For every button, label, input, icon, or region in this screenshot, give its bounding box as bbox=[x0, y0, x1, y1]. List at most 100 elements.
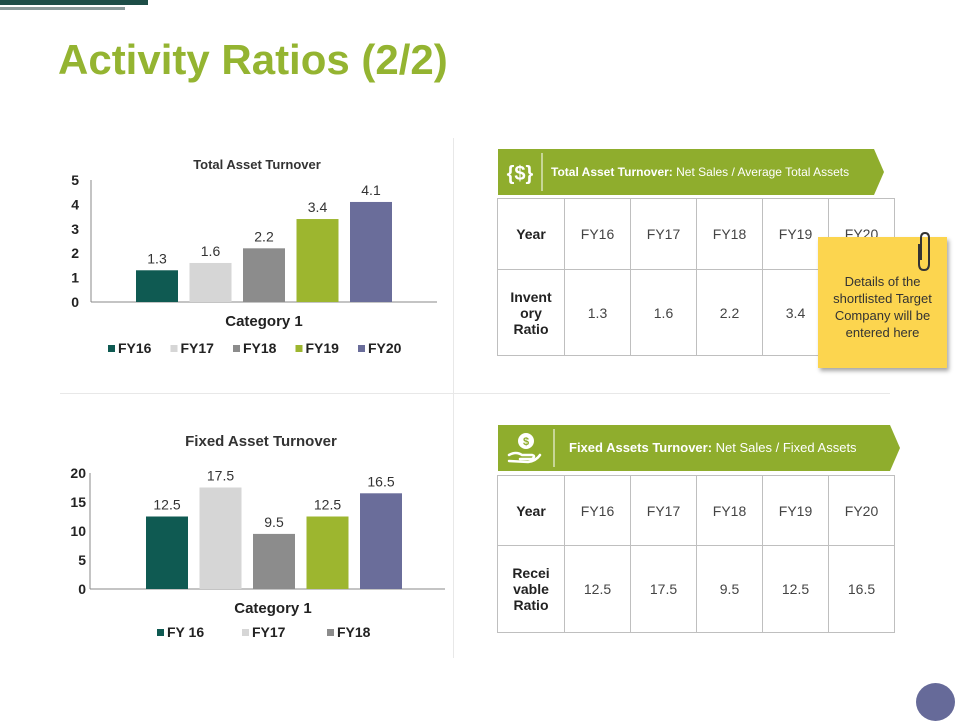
value-cell: 12.5 bbox=[762, 545, 829, 633]
y-tick-label: 3 bbox=[71, 221, 79, 237]
value-cell: 1.3 bbox=[564, 269, 631, 356]
bar bbox=[146, 516, 188, 589]
legend-label: FY18 bbox=[243, 340, 277, 356]
table-row: Invent ory Ratio 1.3 1.6 2.2 3.4 bbox=[497, 269, 895, 356]
legend-swatch bbox=[295, 345, 303, 352]
year-header: Year bbox=[497, 198, 565, 270]
row-label: Invent ory Ratio bbox=[497, 269, 565, 356]
fixed-asset-formula-banner: $ Fixed Assets Turnover: Net Sales / Fix… bbox=[498, 425, 900, 471]
legend-label: FY16 bbox=[118, 340, 152, 356]
y-tick-label: 5 bbox=[78, 552, 86, 568]
chart-title: Total Asset Turnover bbox=[193, 157, 321, 172]
legend-swatch bbox=[108, 345, 115, 352]
money-hand-icon: $ bbox=[507, 433, 542, 464]
year-cell: FY16 bbox=[564, 198, 631, 270]
year-cell: FY19 bbox=[762, 475, 829, 546]
y-tick-label: 0 bbox=[71, 294, 79, 310]
value-cell: 17.5 bbox=[630, 545, 697, 633]
divider-vertical bbox=[453, 138, 454, 658]
banner-heading: Fixed Assets Turnover: bbox=[569, 440, 713, 455]
legend-label: FY18 bbox=[337, 624, 371, 640]
bar-data-label: 17.5 bbox=[207, 468, 234, 484]
bar bbox=[189, 262, 232, 302]
y-tick-label: 1 bbox=[71, 270, 79, 286]
row-label-line: Ratio bbox=[513, 320, 549, 337]
bar-data-label: 3.4 bbox=[308, 199, 328, 215]
table-row: Recei vable Ratio 12.5 17.5 9.5 12.5 16.… bbox=[497, 545, 895, 633]
row-label-line: Ratio bbox=[513, 597, 549, 613]
year-cell: FY18 bbox=[696, 475, 763, 546]
year-cell: FY19 bbox=[762, 198, 829, 270]
year-cell: FY16 bbox=[564, 475, 631, 546]
year-cell: FY17 bbox=[630, 475, 697, 546]
year-header: Year bbox=[497, 475, 565, 546]
dollar-bracket-icon: {$} bbox=[507, 163, 534, 185]
year-cell: FY17 bbox=[630, 198, 697, 270]
y-tick-label: 2 bbox=[71, 245, 79, 261]
year-cell: FY18 bbox=[696, 198, 763, 270]
bar bbox=[199, 487, 242, 589]
value-cell: 12.5 bbox=[564, 545, 631, 633]
row-label: Recei vable Ratio bbox=[497, 545, 565, 633]
total-asset-turnover-chart: Total Asset Turnover 0 1 2 3 4 5 1.3 1.6 2.2 3.4… bbox=[71, 157, 437, 356]
nav-circle-button[interactable] bbox=[916, 683, 955, 721]
top-accent-bar bbox=[0, 0, 148, 5]
banner-text: Fixed Assets Turnover: Net Sales / Fixed… bbox=[569, 425, 857, 471]
bar bbox=[243, 248, 285, 302]
sticky-note-text: Details of the shortlisted Target Compan… bbox=[833, 274, 932, 340]
legend-label: FY19 bbox=[306, 340, 340, 356]
y-tick-label: 15 bbox=[70, 494, 86, 510]
bar-data-label: 1.6 bbox=[201, 243, 221, 259]
value-cell: 3.4 bbox=[762, 269, 829, 356]
row-label-line: Recei bbox=[512, 565, 550, 581]
year-cell: FY20 bbox=[828, 475, 895, 546]
legend-label: FY 16 bbox=[167, 624, 204, 640]
paperclip-icon bbox=[918, 231, 930, 272]
bar-data-label: 12.5 bbox=[314, 497, 341, 513]
bar bbox=[296, 219, 339, 302]
table-row: Year FY16 FY17 FY18 FY19 FY20 bbox=[497, 475, 895, 546]
chart-xlabel: Category 1 bbox=[234, 600, 312, 617]
legend-swatch bbox=[358, 345, 365, 352]
svg-text:$: $ bbox=[523, 436, 529, 448]
banner-formula: Net Sales / Average Total Assets bbox=[672, 165, 850, 179]
chart-title: Fixed Asset Turnover bbox=[185, 433, 337, 450]
legend-label: FY20 bbox=[368, 340, 402, 356]
y-tick-label: 10 bbox=[70, 523, 86, 539]
row-label-line: ory bbox=[520, 304, 542, 321]
sticky-note: Details of the shortlisted Target Compan… bbox=[818, 237, 947, 368]
fixed-asset-table: Year FY16 FY17 FY18 FY19 FY20 Recei vabl… bbox=[497, 475, 895, 633]
divider-horizontal bbox=[60, 393, 890, 394]
legend-swatch bbox=[170, 345, 178, 352]
banner-background bbox=[498, 425, 900, 471]
legend-swatch bbox=[233, 345, 240, 352]
legend-swatch bbox=[327, 629, 334, 636]
row-label-line: Invent bbox=[510, 288, 552, 305]
chart-xlabel: Category 1 bbox=[225, 313, 303, 330]
bar-data-label: 2.2 bbox=[254, 228, 274, 244]
legend-swatch bbox=[242, 629, 249, 636]
bar bbox=[306, 516, 349, 589]
row-label-line: vable bbox=[513, 581, 549, 597]
banner-formula: Net Sales / Fixed Assets bbox=[712, 440, 857, 455]
bar-data-label: 1.3 bbox=[147, 250, 167, 266]
banner-text: Total Asset Turnover: Net Sales / Averag… bbox=[551, 149, 849, 195]
y-tick-label: 0 bbox=[78, 581, 86, 597]
y-tick-label: 4 bbox=[71, 196, 79, 212]
y-tick-label: 20 bbox=[70, 465, 86, 481]
svg-text:{$}: {$} bbox=[507, 163, 534, 185]
bar-data-label: 16.5 bbox=[367, 473, 394, 489]
bar-data-label: 4.1 bbox=[361, 182, 381, 198]
banner-heading: Total Asset Turnover: bbox=[551, 165, 673, 179]
value-cell: 1.6 bbox=[630, 269, 697, 356]
value-cell: 9.5 bbox=[696, 545, 763, 633]
bar bbox=[350, 201, 392, 302]
bar bbox=[253, 533, 295, 589]
fixed-asset-turnover-chart: Fixed Asset Turnover 0 5 10 15 20 12.5 17.5 9.… bbox=[70, 433, 445, 640]
value-cell: 2.2 bbox=[696, 269, 763, 356]
bar bbox=[360, 493, 402, 589]
bar-data-label: 9.5 bbox=[264, 514, 284, 530]
y-tick-label: 5 bbox=[71, 172, 79, 188]
total-asset-formula-banner: {$} Total Asset Turnover: Net Sales / Av… bbox=[498, 149, 884, 195]
banner-background bbox=[498, 149, 884, 195]
